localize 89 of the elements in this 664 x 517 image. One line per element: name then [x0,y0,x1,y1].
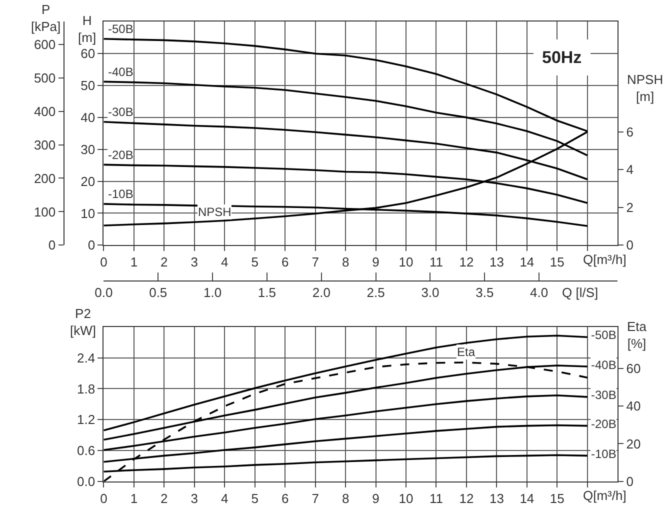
x-tick-label: 9 [372,254,380,270]
x2-tick-label: 1.0 [204,285,222,300]
x-tick-label: 8 [342,491,350,506]
x2-tick-label: 0.5 [149,285,168,300]
x-tick-label: 15 [550,254,564,270]
y-tick-label: 40 [80,110,96,125]
x-tick-label: 6 [281,254,289,270]
x-axis-title: Q[m³/h] [583,488,626,503]
y2-tick-label: 300 [34,137,56,152]
y-tick-label: 30 [80,142,96,157]
x-tick-label: 12 [459,254,474,270]
y-axis-title: H [m] [78,13,96,45]
x-tick-label: 0 [100,491,108,506]
x-tick-label: 0 [100,254,108,270]
y2-tick-label: 40 [626,398,641,414]
series-label: -40B [591,358,616,372]
x-tick-label: 7 [312,491,319,506]
x-tick-label: 15 [550,491,564,506]
x-tick-label: 3 [190,491,198,506]
y3-tick-label: 6 [626,124,634,140]
y2-axis-title: Eta [%] [627,319,648,351]
x2-tick-label: 2.0 [312,285,330,300]
x-tick-label: 13 [489,491,504,506]
series-label: -30B [591,388,616,402]
series-label: Eta [457,345,476,359]
y2-axis-title: P [kPa] [31,2,61,34]
x-tick-label: 11 [430,491,443,506]
y2-tick-label: 200 [34,170,56,186]
x-tick-label: 4 [221,254,228,270]
y-tick-label: 10 [80,206,96,221]
x2-tick-label: 0.0 [94,285,113,300]
x-tick-label: 6 [281,491,289,506]
x-tick-label: 1 [130,254,138,270]
x-axis-title: Q[m³/h] [583,252,626,267]
x2-tick-label: 1.5 [258,285,276,300]
x-tick-label: 9 [372,491,380,506]
x2-axis-title: Q [l/S] [562,285,598,300]
y2-tick-label: 600 [34,36,56,52]
x2-tick-label: 3.0 [421,285,440,300]
y3-tick-label: 4 [626,162,634,178]
y3-tick-label: 0 [626,238,634,253]
series-label: -30B [108,105,134,119]
x-tick-label: 10 [398,254,414,270]
y-tick-label: 60 [80,46,96,62]
y-tick-label: 20 [80,174,96,189]
x-tick-label: 14 [520,491,534,506]
y-tick-label: 0.6 [77,443,96,458]
series-label: -10B [108,187,134,201]
y-tick-label: 1.8 [77,381,96,396]
y2-tick-label: 100 [34,204,56,220]
y-tick-label: 1.2 [77,412,96,428]
x-tick-label: 7 [312,254,319,270]
y2-tick-label: 0 [48,238,56,253]
x2-tick-label: 3.5 [476,285,494,300]
x2-tick-label: 2.5 [366,285,385,300]
y-tick-label: 50 [80,78,96,94]
x-tick-label: 4 [221,491,228,506]
x-tick-label: 10 [398,491,414,506]
series-label: -50B [108,22,134,36]
y-tick-label: 0 [88,238,96,253]
series-label: NPSH [198,205,232,219]
x-tick-label: 3 [190,254,198,270]
series-label: -50B [591,328,616,342]
y3-tick-label: 2 [626,200,634,215]
x-tick-label: 5 [251,254,258,270]
x-tick-label: 12 [459,491,474,506]
y2-tick-label: 500 [34,70,56,86]
series-label: -20B [108,148,134,162]
x-tick-label: 5 [251,491,258,506]
x-tick-label: 13 [489,254,504,270]
y2-tick-label: 400 [34,104,56,119]
x-tick-label: 2 [160,254,168,270]
annotation: 50Hz [542,48,582,67]
y2-tick-label: 0 [626,474,634,489]
y-tick-label: 0.0 [77,474,96,489]
x-tick-label: 11 [430,254,443,270]
x-tick-label: 1 [130,491,138,506]
x2-tick-label: 4.0 [530,285,548,300]
y-tick-label: 2.4 [77,350,96,366]
y2-tick-label: 60 [626,360,641,376]
y-axis-title: P2 [kW] [70,306,96,338]
x-tick-label: 8 [342,254,350,270]
y3-axis-title: NPSH [m] [627,72,664,104]
series-label: -40B [108,65,134,79]
y2-tick-label: 20 [626,436,641,452]
series-label: -10B [591,447,616,461]
x-tick-label: 2 [160,491,168,506]
series-label: -20B [591,417,616,431]
x-tick-label: 14 [520,254,534,270]
